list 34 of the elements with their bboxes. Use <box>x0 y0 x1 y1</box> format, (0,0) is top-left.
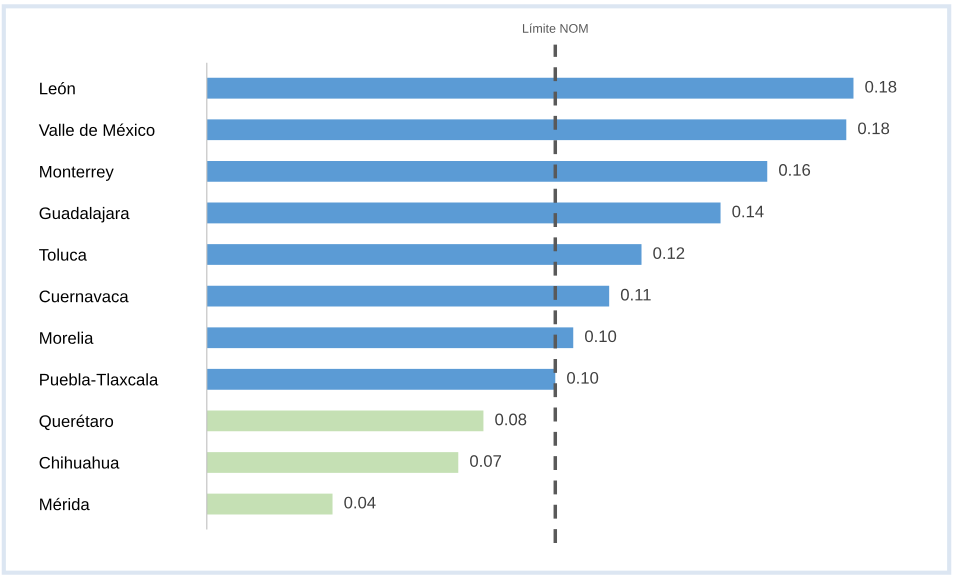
data-label: 0.18 <box>865 80 896 93</box>
bar <box>206 202 721 224</box>
bar <box>206 368 556 390</box>
data-label: 0.10 <box>585 330 616 342</box>
y-tick-label: Chihuahua <box>40 456 120 469</box>
data-label: 0.07 <box>470 455 501 467</box>
data-label: 0.12 <box>653 247 684 260</box>
y-tick-label: Mérida <box>40 498 90 510</box>
y-tick-label: Querétaro <box>40 414 114 430</box>
ref-line-label: Límite NOM <box>522 24 588 33</box>
y-tick-label: Morelia <box>40 332 94 344</box>
data-label: 0.18 <box>858 122 890 134</box>
bar <box>206 244 642 265</box>
data-label: 0.08 <box>495 414 526 426</box>
bar <box>206 494 333 514</box>
bar <box>206 327 574 348</box>
data-label: 0.10 <box>567 372 598 384</box>
y-tick-label: Guadalajara <box>40 206 130 222</box>
bar <box>206 410 484 432</box>
bar <box>206 78 854 99</box>
bar <box>206 452 458 473</box>
y-tick-label: León <box>40 82 75 94</box>
data-label: 0.16 <box>779 164 810 176</box>
data-label: 0.14 <box>732 206 764 218</box>
bar <box>206 286 610 307</box>
bar <box>206 160 768 182</box>
data-label: 0.04 <box>344 496 376 509</box>
y-tick-label: Valle de México <box>38 124 154 136</box>
y-tick-label: Cuernavaca <box>40 290 129 302</box>
y-tick-label: Toluca <box>39 248 87 261</box>
y-tick-label: Monterrey <box>40 166 114 181</box>
data-label: 0.11 <box>620 288 651 301</box>
bar <box>206 119 846 140</box>
y-tick-label: Puebla-Tlaxcala <box>40 373 158 386</box>
